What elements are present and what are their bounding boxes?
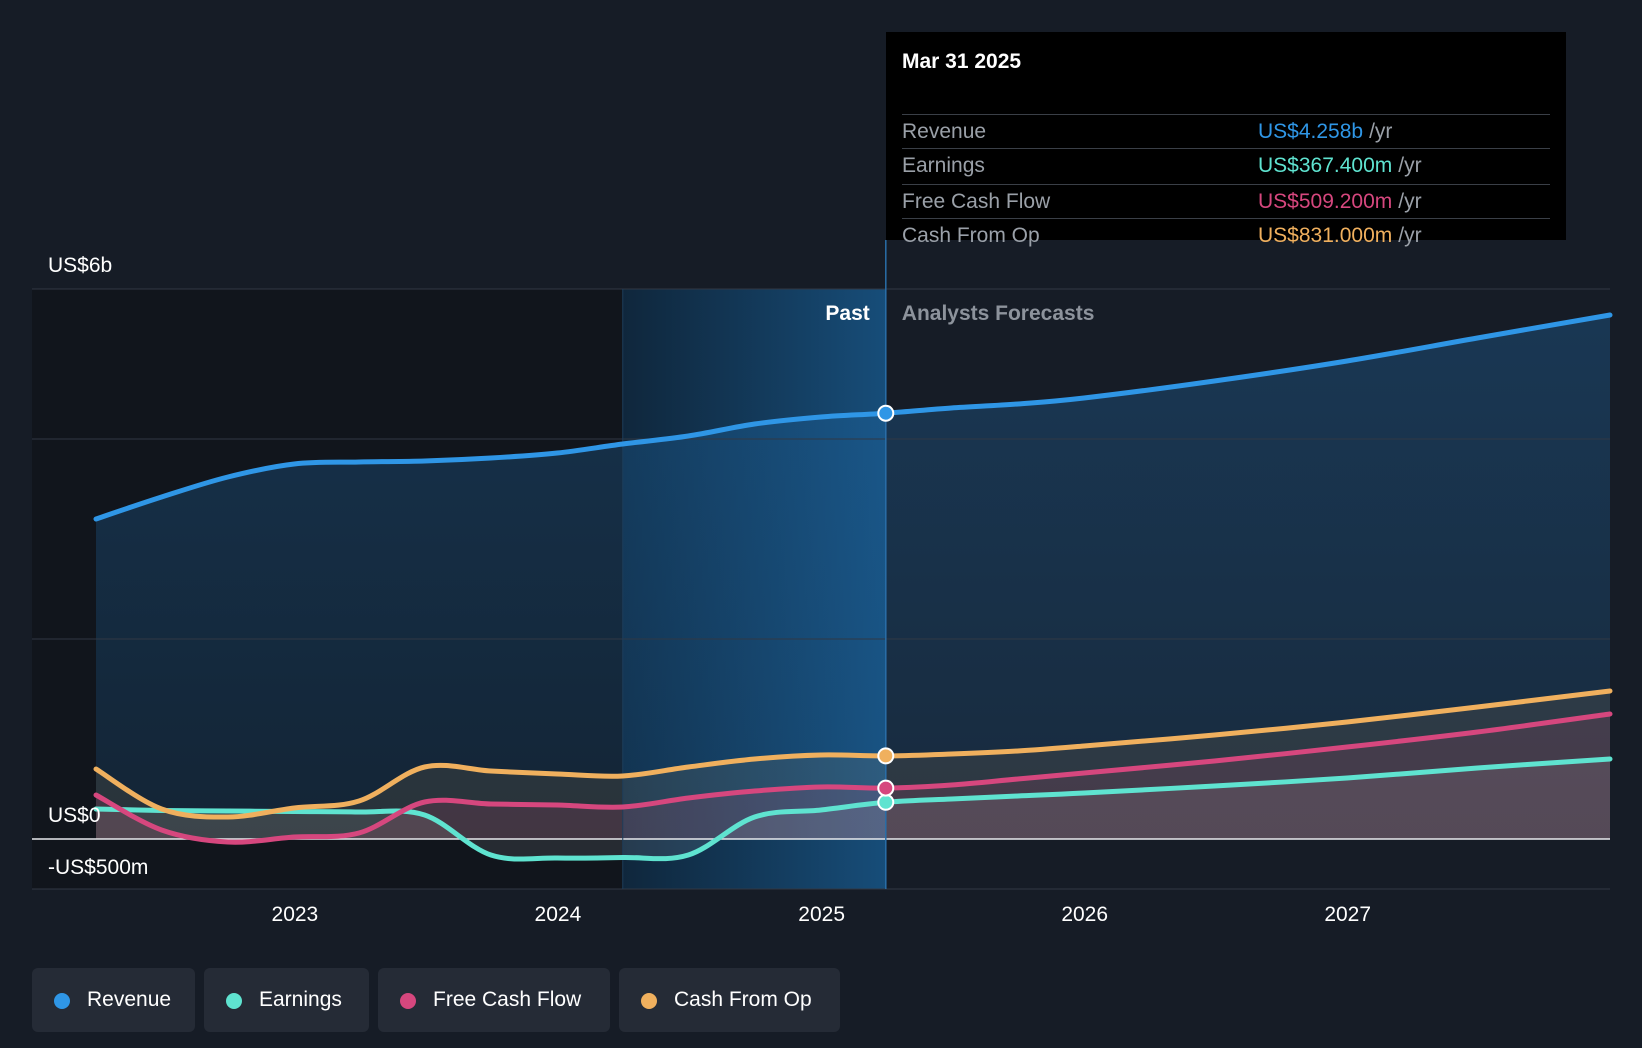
tooltip-label: Free Cash Flow [902, 190, 1051, 213]
legend-item-cash-from-op[interactable]: Cash From Op [619, 968, 840, 1032]
legend-dot-icon [400, 993, 416, 1009]
data-tooltip: Mar 31 2025 Revenue US$4.258b/yr Earning… [886, 32, 1566, 247]
tooltip-label: Revenue [902, 120, 987, 143]
tooltip-row-revenue: Revenue US$4.258b/yr [902, 114, 1550, 149]
tooltip-row-cash-from-op: Cash From Op US$831.000m/yr [902, 218, 1550, 253]
legend-item-revenue[interactable]: Revenue [32, 968, 195, 1032]
marker-cash-from-op [877, 747, 895, 765]
legend-label: Revenue [87, 988, 172, 1011]
tooltip-value: US$367.400m [1258, 154, 1393, 177]
x-tick-label: 2023 [272, 903, 319, 926]
tooltip-value: US$831.000m [1258, 224, 1393, 247]
marker-free-cash-flow [877, 779, 895, 797]
y-tick-label: US$6b [48, 254, 112, 277]
legend-item-earnings[interactable]: Earnings [204, 968, 369, 1032]
y-tick-label: US$0 [48, 804, 101, 827]
legend-label: Free Cash Flow [433, 988, 582, 1011]
area-revenue [96, 315, 1610, 839]
marker-earnings [877, 793, 895, 811]
tooltip-value: US$509.200m [1258, 190, 1393, 213]
line-earnings [93, 756, 1613, 862]
forecast-label: Analysts Forecasts [902, 302, 1095, 325]
line-revenue [93, 312, 1613, 522]
line-free-cash-flow [93, 711, 1613, 845]
x-tick-label: 2026 [1061, 903, 1108, 926]
tooltip-label: Cash From Op [902, 224, 1040, 247]
x-tick-label: 2024 [535, 903, 582, 926]
tooltip-unit: /yr [1369, 120, 1393, 143]
tooltip-date: Mar 31 2025 [902, 50, 1022, 73]
legend-dot-icon [54, 993, 70, 1009]
tooltip-unit: /yr [1398, 224, 1422, 247]
legend-label: Cash From Op [674, 988, 812, 1011]
x-tick-label: 2027 [1324, 903, 1371, 926]
tooltip-unit: /yr [1398, 190, 1422, 213]
line-cash-from-op [93, 688, 1613, 820]
y-tick-label: -US$500m [48, 856, 148, 879]
past-label: Past [825, 302, 869, 325]
marker-revenue [877, 404, 895, 422]
tooltip-value: US$4.258b [1258, 120, 1364, 143]
x-tick-label: 2025 [798, 903, 845, 926]
area-free-cash-flow [96, 714, 1610, 843]
tooltip-row-free-cash-flow: Free Cash Flow US$509.200m/yr [902, 184, 1550, 219]
area-earnings [96, 759, 1610, 860]
tooltip-unit: /yr [1398, 154, 1422, 177]
legend-item-free-cash-flow[interactable]: Free Cash Flow [378, 968, 610, 1032]
tooltip-row-earnings: Earnings US$367.400m/yr [902, 148, 1550, 183]
legend-dot-icon [226, 993, 242, 1009]
legend-label: Earnings [259, 988, 342, 1011]
tooltip-label: Earnings [902, 154, 985, 177]
legend-dot-icon [641, 993, 657, 1009]
